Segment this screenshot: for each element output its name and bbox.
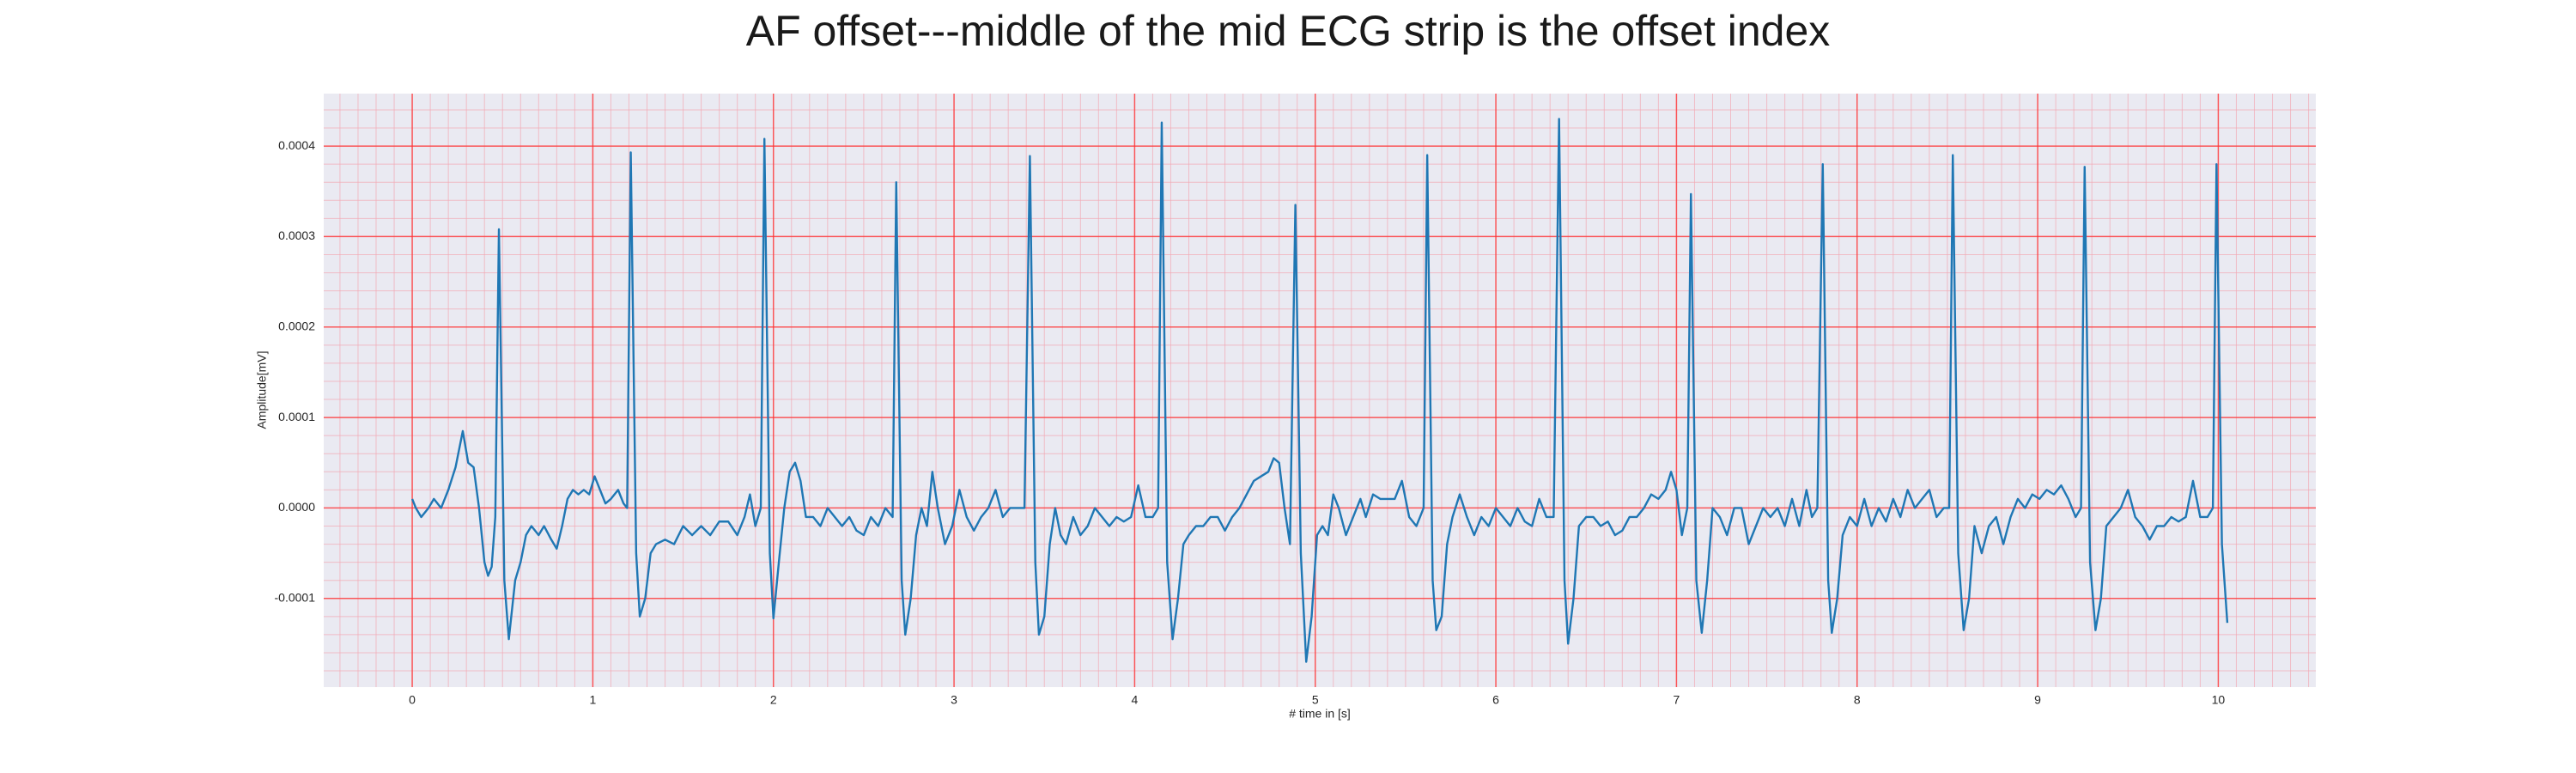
y-tick-label: -0.0001	[275, 590, 316, 604]
x-tick-label: 9	[2034, 693, 2041, 707]
x-tick-label: 6	[1492, 693, 1499, 707]
grid	[324, 94, 2316, 687]
x-tick-label: 8	[1854, 693, 1861, 707]
x-tick-label: 4	[1132, 693, 1139, 707]
chart-title: AF offset---middle of the mid ECG strip …	[746, 7, 1831, 55]
x-tick-label: 1	[590, 693, 597, 707]
ecg-line	[410, 118, 2229, 663]
x-tick-label: 2	[770, 693, 777, 707]
x-tick-label: 10	[2212, 693, 2226, 707]
y-tick-label: 0.0002	[278, 319, 315, 332]
x-tick-label: 5	[1312, 693, 1319, 707]
x-axis-label: # time in [s]	[1289, 707, 1351, 721]
x-tick-label: 7	[1674, 693, 1680, 707]
y-tick-label: 0.0003	[278, 228, 315, 242]
y-tick-label: 0.0001	[278, 410, 315, 423]
marks	[410, 118, 2229, 663]
y-axis-label: Amplitude[mV]	[255, 350, 269, 429]
x-tick-label: 3	[951, 693, 957, 707]
y-tick-label: 0.0004	[278, 138, 315, 152]
x-tick-label: 0	[409, 693, 416, 707]
y-tick-label: 0.0000	[278, 500, 315, 514]
